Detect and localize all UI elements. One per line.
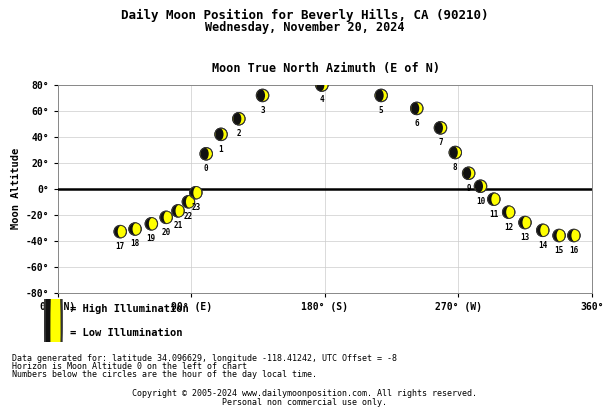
Ellipse shape [491,193,500,205]
Ellipse shape [172,205,184,217]
Ellipse shape [145,217,157,230]
Ellipse shape [256,89,269,102]
Ellipse shape [537,224,549,237]
Text: 8: 8 [453,163,458,172]
Text: 23: 23 [191,203,201,212]
Ellipse shape [46,210,56,408]
Ellipse shape [118,225,126,238]
Text: Numbers below the circles are the hour of the day local time.: Numbers below the circles are the hour o… [12,370,317,379]
Text: 18: 18 [131,239,140,249]
Ellipse shape [200,148,212,160]
Text: 5: 5 [379,106,384,115]
Ellipse shape [434,122,447,134]
Ellipse shape [411,102,419,115]
Ellipse shape [186,195,194,208]
Text: 20: 20 [162,228,171,237]
Ellipse shape [463,167,471,180]
Text: Personal non commercial use only.: Personal non commercial use only. [223,398,387,408]
Ellipse shape [540,224,548,237]
Text: 19: 19 [147,234,156,243]
Text: 13: 13 [520,233,529,242]
Text: 1: 1 [219,145,223,154]
Text: Daily Moon Position for Beverly Hills, CA (90210): Daily Moon Position for Beverly Hills, C… [121,9,489,22]
Ellipse shape [474,180,487,193]
Ellipse shape [435,122,443,134]
Text: 17: 17 [116,242,125,251]
Text: 2: 2 [237,129,241,138]
Ellipse shape [376,89,384,102]
Text: = High Illumination: = High Illumination [70,304,189,314]
Text: 9: 9 [466,184,471,193]
Ellipse shape [487,193,500,205]
Text: 11: 11 [489,210,498,219]
Text: 10: 10 [476,197,485,206]
Text: 4: 4 [320,95,324,105]
Ellipse shape [45,210,62,408]
Text: Copyright © 2005-2024 www.dailymoonposition.com. All rights reserved.: Copyright © 2005-2024 www.dailymoonposit… [132,389,478,398]
Ellipse shape [257,89,265,102]
Text: Data generated for: latitude 34.096629, longitude -118.41242, UTC Offset = -8: Data generated for: latitude 34.096629, … [12,354,397,363]
Ellipse shape [51,234,60,415]
Text: 0: 0 [204,164,209,173]
Text: 21: 21 [173,221,182,230]
Ellipse shape [163,211,172,224]
Ellipse shape [475,180,483,193]
Ellipse shape [176,205,184,217]
Ellipse shape [132,223,141,235]
Ellipse shape [316,79,325,91]
Ellipse shape [375,89,387,102]
Ellipse shape [315,79,328,91]
Text: = Low Illumination: = Low Illumination [70,327,182,337]
Ellipse shape [193,186,201,199]
Ellipse shape [215,128,228,141]
Text: 6: 6 [414,119,419,128]
Ellipse shape [114,225,126,238]
Ellipse shape [190,186,202,199]
Ellipse shape [160,211,173,224]
Text: Moon True North Azimuth (E of N): Moon True North Azimuth (E of N) [212,62,440,75]
Ellipse shape [233,112,242,125]
Text: 14: 14 [538,241,547,250]
Ellipse shape [129,223,142,235]
Ellipse shape [182,195,195,208]
Ellipse shape [556,229,565,242]
Text: Wednesday, November 20, 2024: Wednesday, November 20, 2024 [205,21,405,34]
Y-axis label: Moon Altitude: Moon Altitude [11,148,21,229]
Ellipse shape [411,102,423,115]
Text: 3: 3 [260,106,265,115]
Text: 22: 22 [184,212,193,221]
Ellipse shape [201,148,209,160]
Ellipse shape [462,167,475,180]
Ellipse shape [149,217,157,230]
Ellipse shape [518,216,531,229]
Ellipse shape [450,146,458,159]
Text: Horizon is Moon Altitude 0 on the left of chart: Horizon is Moon Altitude 0 on the left o… [12,362,247,371]
Ellipse shape [232,112,245,125]
Ellipse shape [553,229,565,242]
Ellipse shape [45,234,62,415]
Text: 16: 16 [569,246,578,255]
Ellipse shape [568,229,580,242]
Text: 7: 7 [438,138,443,147]
Ellipse shape [503,206,515,218]
Ellipse shape [523,216,531,229]
Ellipse shape [506,206,514,218]
Ellipse shape [449,146,462,159]
Text: 12: 12 [504,222,513,232]
Ellipse shape [215,128,223,141]
Text: 15: 15 [554,246,564,255]
Ellipse shape [572,229,580,242]
